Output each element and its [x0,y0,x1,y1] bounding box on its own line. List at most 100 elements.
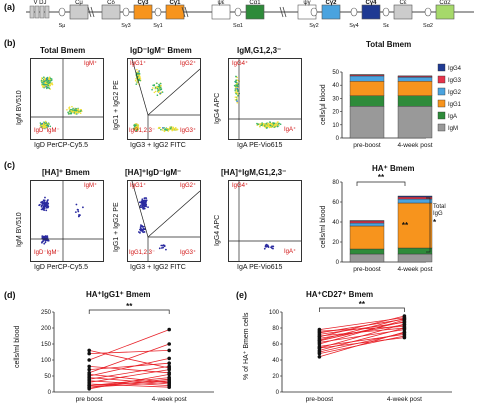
plot-b2-title: IgD⁻IgM⁻ Bmem [130,46,192,55]
plot-b2-xlabel: IgG3 + IgG2 FITC [130,142,186,149]
event-dot [156,86,158,88]
flow-plot-c1 [30,180,104,262]
break-mark [279,6,284,18]
vdj-segment [34,5,40,19]
plot-c2-xlabel: IgG3 + IgG2 FITC [130,264,186,271]
sig-label: ** [359,300,366,309]
event-dot [67,111,69,114]
legend-label: IgG1 [448,102,462,108]
event-dot [41,204,43,207]
pair-line [319,317,405,330]
bar-c-ylabel: cells/ml blood [320,205,327,248]
event-dot [158,87,161,89]
event-dot [158,85,160,88]
event-dot [42,207,44,210]
gene-label: Cμ [75,0,83,6]
gate-line [147,190,200,238]
line-d-ylabel: cells/ml blood [14,325,21,368]
event-dot [159,92,161,95]
event-dot [140,206,143,209]
event-dot [43,207,46,210]
pre-point [317,327,322,332]
bar-segment-iga [349,248,385,255]
gate-line [147,68,200,116]
event-dot [267,246,270,249]
event-dot [142,225,145,228]
event-dot [41,124,43,127]
gate-c2-igg2: IgG2⁺ [180,183,197,189]
post-point [167,371,171,375]
plot-c3-ylabel: IgG4 APC [214,214,221,246]
y-tick-label: 20 [332,240,339,246]
gene-label: Cγ2 [325,0,337,6]
post-point [402,331,407,335]
event-dot [143,197,146,200]
event-dot [45,79,48,82]
event-dot [277,121,279,123]
event-dot [138,201,141,204]
event-dot [41,81,43,84]
bar-segment-igg2 [397,198,433,204]
gate-b3-iga: IgA⁺ [284,127,297,133]
y-tick-label: 250 [41,310,52,316]
y-tick-label: 80 [272,326,279,332]
event-dot [144,200,147,203]
sig-top: ** [378,173,385,182]
event-dot [140,227,142,230]
event-dot [138,76,141,78]
event-dot [43,80,45,83]
panel-label-c: (c) [4,160,15,170]
event-dot [259,123,262,125]
plot-c3-xlabel: IgA PE-Vio615 [237,264,283,271]
legend-swatch [437,63,446,72]
event-dot [75,108,77,110]
event-dot [136,73,139,75]
gene-label: Cγ1 [169,0,181,6]
gate-c1-igm: IgM⁺ [84,183,98,189]
pre-point [87,351,91,356]
line-d-title: HA⁺IgG1⁺ Bmem [86,290,151,299]
event-dot [75,113,78,115]
event-dot [135,83,138,85]
event-dot [44,241,47,244]
event-dot [137,124,140,126]
event-dot [159,88,162,91]
event-dot [46,204,49,207]
pair-line [89,358,170,377]
event-dot [137,231,140,233]
event-dot [68,106,71,109]
event-dot [44,81,46,84]
pair-line [89,382,170,388]
event-dot [151,88,153,91]
vdj-segment [44,5,50,19]
pair-line [319,332,405,353]
event-dot [68,108,71,110]
gene-label: Cγ4 [365,0,377,6]
switch-label: Sε [383,23,390,29]
event-dot [50,78,53,80]
event-dot [152,87,154,89]
event-dot [159,126,161,129]
event-dot [267,124,270,127]
event-dot [67,113,70,115]
event-dot [69,112,71,115]
gene-label: Cδ [107,0,115,6]
event-dot [139,204,142,207]
gate-b1-igm: IgM⁺ [84,61,98,67]
event-dot [80,109,82,112]
bar-segment-igg4 [397,195,433,198]
event-dot [141,204,144,206]
line-e-ylabel: % of HA⁺ Bmem cells [243,312,250,381]
y-tick-label: 200 [41,326,52,332]
event-dot [134,79,137,82]
flow-plot-c2 [127,180,201,262]
event-dot [47,199,49,201]
plot-c1-xlabel: IgD PerCP-Cy5.5 [34,264,89,271]
event-dot [147,206,149,209]
event-dot [145,197,148,200]
event-dot [40,77,43,79]
event-dot [162,127,164,129]
event-dot [43,76,45,78]
event-dot [235,75,237,78]
panel-label-b: (b) [4,38,16,48]
